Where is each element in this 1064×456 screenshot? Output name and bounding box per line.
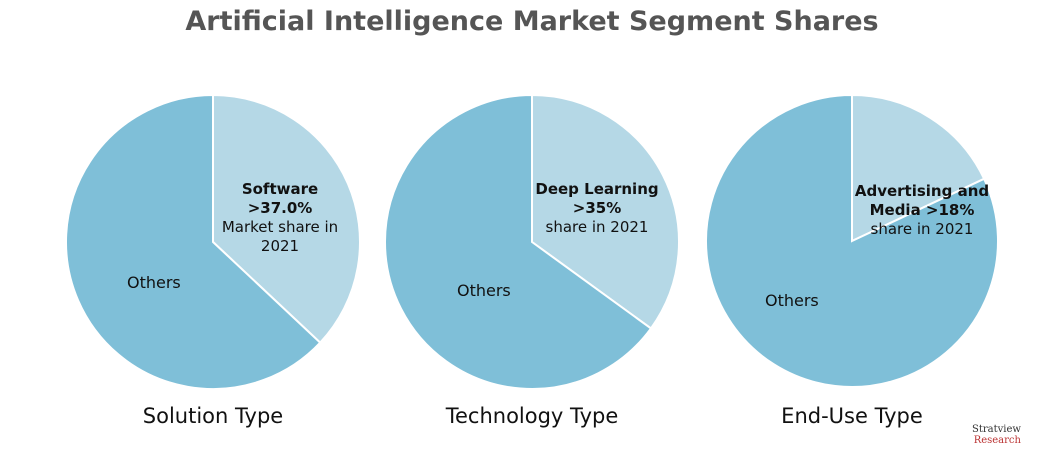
slice-category: Advertising and Media >18%	[854, 182, 990, 219]
slice-category: Deep Learning >35%	[535, 180, 659, 217]
slice-annotation: share in 2021	[870, 220, 974, 238]
logo-sub: Research	[973, 435, 1021, 446]
pie-slice	[212, 93, 361, 345]
pie-slice	[64, 93, 322, 390]
logo-name: Stratview	[972, 424, 1021, 435]
slice-annotation: share in 2021	[545, 218, 649, 236]
page-title: Artificial Intelligence Market Segment S…	[185, 6, 879, 37]
slice-category: Software >37.0%	[241, 180, 319, 217]
logo: Stratview Research	[972, 424, 1021, 446]
pie-slice	[384, 93, 653, 390]
slice-annotation: Market share in 2021	[221, 218, 339, 255]
slice-label: Deep Learning >35% share in 2021	[532, 180, 662, 237]
pie-slice	[851, 93, 986, 243]
pie-title: Solution Type	[142, 404, 284, 428]
pie-slice	[531, 93, 680, 330]
slice-label: Software >37.0% Market share in 2021	[210, 180, 350, 256]
pie-slice	[705, 93, 999, 388]
slice-category: Others	[127, 273, 181, 292]
slice-label: Advertising and Media >18% share in 2021	[848, 182, 996, 239]
pie-title: End-Use Type	[781, 404, 923, 428]
slice-category: Others	[457, 281, 511, 300]
slice-category: Others	[765, 291, 819, 310]
pie-title: Technology Type	[445, 404, 619, 428]
